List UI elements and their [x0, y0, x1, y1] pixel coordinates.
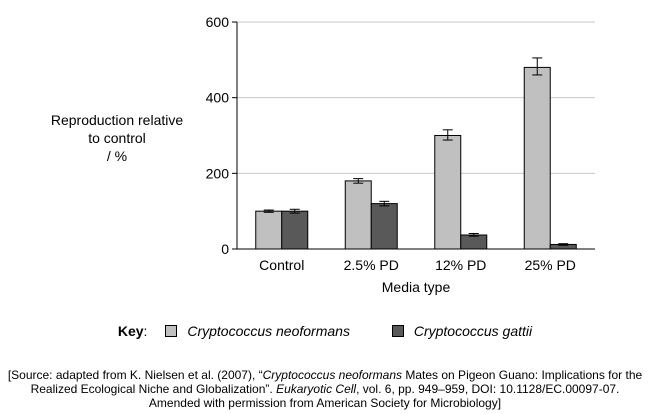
- bar-series-0-2: [434, 135, 462, 250]
- legend-label-gattii: Cryptococcus gattii: [413, 323, 533, 339]
- bar-series-0-0: [255, 210, 283, 250]
- x-axis-label: Media type: [382, 279, 451, 295]
- legend: Key: Cryptococcus neoformans Cryptococcu…: [117, 323, 533, 339]
- y-tick-label-200: 200: [206, 165, 230, 181]
- y-axis-label-line-1: Reproduction relative: [50, 112, 184, 128]
- bar-series-0-1: [344, 180, 372, 250]
- y-axis-label-line-2: to control: [88, 130, 146, 146]
- bar-series-1-2: [460, 234, 488, 250]
- x-tick-label-2: 12% PD: [435, 257, 486, 273]
- y-axis-label-line-3: / %: [106, 148, 128, 164]
- y-axis-label: Reproduction relative to control / %: [28, 111, 206, 165]
- source-line-1: [Source: adapted from K. Nielsen et al. …: [7, 368, 643, 382]
- source-line-2: Realized Ecological Niche and Globalizat…: [30, 382, 620, 396]
- legend-title: Key: [117, 323, 144, 339]
- source-citation: [Source: adapted from K. Nielsen et al. …: [0, 368, 650, 410]
- legend-entry-neoformans: Cryptococcus neoformans: [165, 323, 354, 339]
- x-tick-label-1: 2.5% PD: [344, 257, 399, 273]
- legend-swatch-gattii: [391, 325, 404, 337]
- bar-series-0-3: [523, 66, 551, 250]
- bar-series-1-1: [370, 203, 398, 250]
- legend-swatch-neoformans: [165, 325, 178, 337]
- legend-label-neoformans: Cryptococcus neoformans: [187, 323, 350, 339]
- legend-entry-gattii: Cryptococcus gattii: [391, 323, 533, 339]
- y-tick-label-400: 400: [206, 90, 230, 106]
- bar-series-1-0: [281, 210, 309, 250]
- x-tick-label-3: 25% PD: [525, 257, 576, 273]
- source-line-3: Amended with permission from American So…: [148, 396, 502, 410]
- bar-chart: 0 200 400 600 Control 2.5% PD 12% PD 25% PD Medi…: [206, 14, 595, 295]
- y-tick-label-600: 600: [206, 14, 230, 30]
- y-tick-label-0: 0: [221, 241, 229, 257]
- x-tick-label-0: Control: [259, 257, 304, 273]
